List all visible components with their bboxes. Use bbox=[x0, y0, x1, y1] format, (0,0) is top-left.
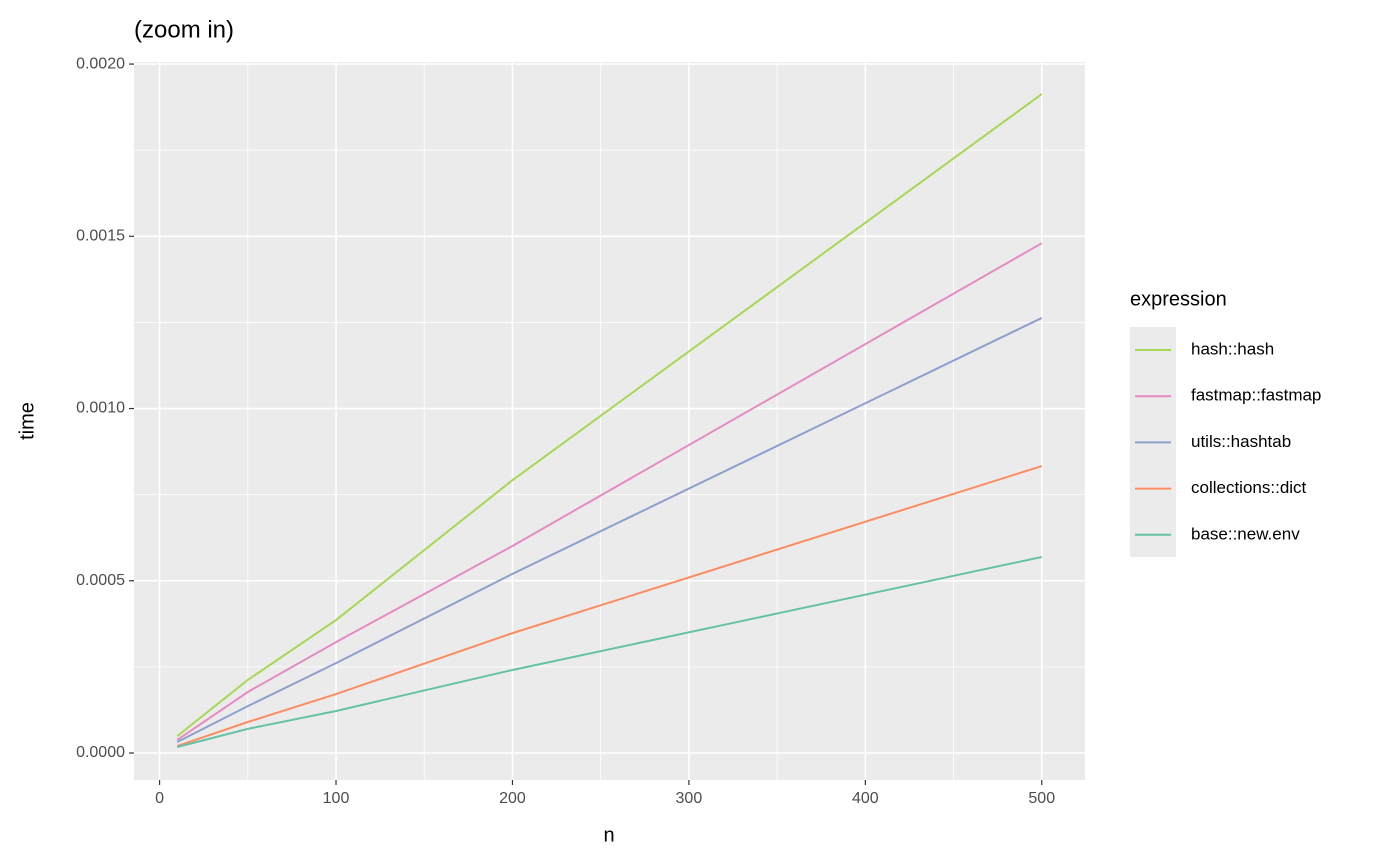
chart-title: (zoom in) bbox=[134, 16, 234, 43]
x-tick-label: 200 bbox=[499, 790, 526, 807]
series-line bbox=[176, 556, 1042, 748]
x-tick-label: 500 bbox=[1028, 790, 1055, 807]
x-tick-label: 0 bbox=[155, 790, 164, 807]
series-line bbox=[176, 93, 1043, 737]
legend-label: hash::hash bbox=[1191, 339, 1274, 358]
legend-label: collections::dict bbox=[1191, 478, 1307, 497]
y-tick-label: 0.0010 bbox=[76, 400, 125, 417]
y-tick-label: 0.0020 bbox=[76, 55, 125, 72]
x-tick-label: 100 bbox=[323, 790, 350, 807]
series-line bbox=[176, 465, 1043, 748]
legend-label: utils::hashtab bbox=[1191, 432, 1291, 451]
y-tick-label: 0.0015 bbox=[76, 228, 125, 245]
x-axis-title: n bbox=[603, 824, 614, 846]
x-tick-label: 400 bbox=[852, 790, 879, 807]
x-tick-label: 300 bbox=[676, 790, 703, 807]
y-tick-label: 0.0005 bbox=[76, 572, 125, 589]
y-tick-label: 0.0000 bbox=[76, 744, 125, 761]
series-line bbox=[176, 317, 1043, 743]
y-axis-title: time bbox=[16, 402, 38, 440]
legend-title: expression bbox=[1130, 288, 1227, 310]
panel bbox=[134, 62, 1085, 780]
legend-label: fastmap::fastmap bbox=[1191, 386, 1321, 405]
legend-label: base::new.env bbox=[1191, 524, 1300, 543]
series-line bbox=[176, 242, 1043, 741]
